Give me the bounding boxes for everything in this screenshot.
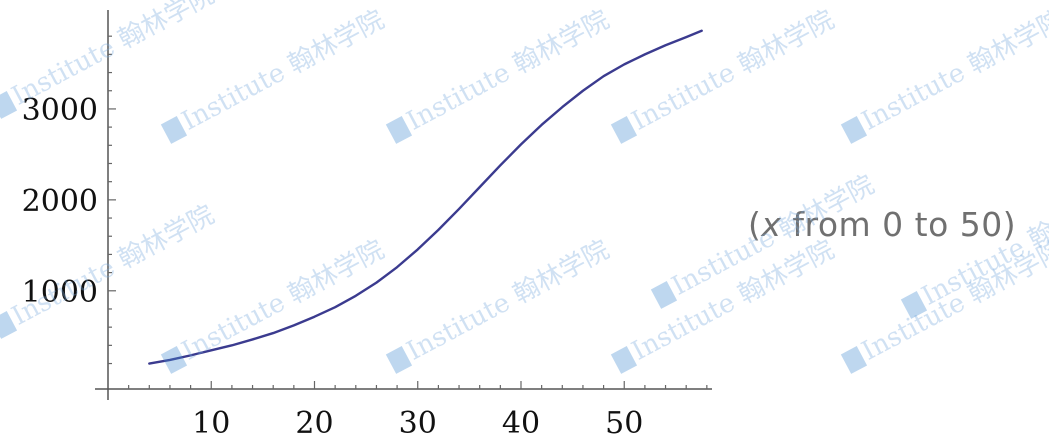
annotation-open-paren: (: [748, 205, 762, 244]
watermark-logo-icon: [840, 346, 868, 374]
watermark: Institute 翰林学院: [896, 175, 1049, 323]
line-chart: 10 20 30 40 50 1000 2000 3000: [22, 10, 712, 439]
series-group: [148, 29, 703, 365]
x-tick-label: 10: [192, 406, 230, 439]
watermark-logo-icon: [840, 116, 868, 144]
x-tick-label: 30: [399, 406, 437, 439]
tick-labels: 10 20 30 40 50 1000 2000 3000: [22, 93, 644, 439]
series-line: [148, 29, 703, 365]
x-tick-label: 40: [502, 406, 540, 439]
annotation-range-text: from 0 to 50): [781, 205, 1017, 244]
y-tick-label: 2000: [22, 184, 98, 219]
range-annotation: (x from 0 to 50): [748, 205, 1016, 244]
annotation-variable: x: [761, 205, 782, 244]
watermark: Institute 翰林学院: [836, 230, 1049, 378]
y-tick-label: 1000: [22, 275, 98, 310]
x-tick-label: 20: [295, 406, 333, 439]
x-tick-label: 50: [605, 406, 643, 439]
watermark: Institute 翰林学院: [836, 0, 1049, 147]
tick-marks: [108, 35, 708, 389]
watermark-logo-icon: [900, 291, 928, 319]
axes: [95, 10, 712, 400]
y-tick-label: 3000: [22, 93, 98, 128]
